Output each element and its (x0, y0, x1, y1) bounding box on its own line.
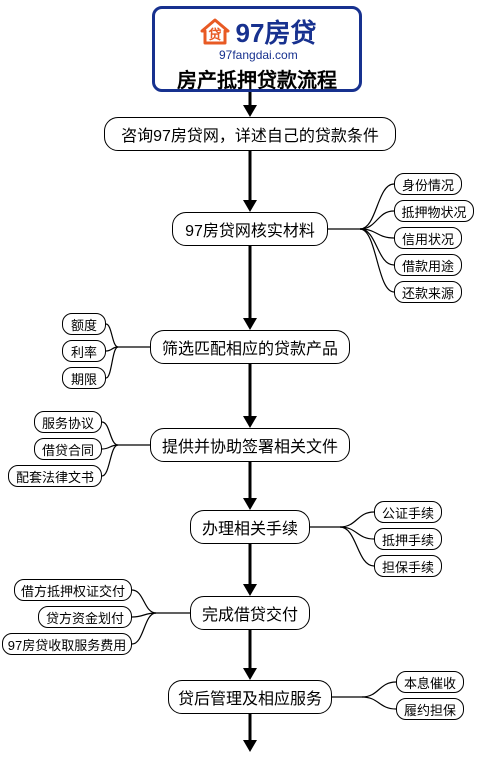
leaf-node: 信用状况 (394, 227, 462, 249)
leaf-node: 身份情况 (394, 173, 462, 195)
flow-node-label: 筛选匹配相应的贷款产品 (162, 335, 338, 359)
flow-node-n4: 提供并协助签署相关文件 (150, 428, 350, 462)
leaf-label: 抵押手续 (382, 530, 434, 549)
flow-node-label: 提供并协助签署相关文件 (162, 433, 338, 457)
leaf-node: 借款用途 (394, 254, 462, 276)
leaf-node: 担保手续 (374, 555, 442, 577)
leaf-label: 抵押物状况 (401, 202, 466, 221)
leaf-label: 额度 (71, 315, 97, 334)
leaf-label: 配套法律文书 (16, 467, 94, 486)
logo-brand-text: 97房贷 (236, 13, 317, 50)
leaf-label: 借贷合同 (42, 440, 94, 459)
leaf-node: 借贷合同 (34, 438, 102, 460)
house-icon: 贷 (198, 17, 232, 47)
leaf-node: 本息催收 (396, 671, 464, 693)
flow-node-n5: 办理相关手续 (190, 510, 310, 544)
leaf-node: 贷方资金划付 (38, 606, 132, 628)
leaf-node: 抵押物状况 (394, 200, 474, 222)
leaf-label: 服务协议 (42, 413, 94, 432)
flowchart-canvas: 贷 97房贷 97fangdai.com 房产抵押贷款流程 咨询97房贷网，详述… (0, 0, 500, 757)
logo-row: 贷 97房贷 (155, 13, 359, 50)
leaf-label: 信用状况 (402, 229, 454, 248)
leaf-node: 公证手续 (374, 501, 442, 523)
leaf-node: 额度 (62, 313, 106, 335)
flow-node-label: 咨询97房贷网，详述自己的贷款条件 (121, 122, 379, 146)
leaf-label: 公证手续 (382, 503, 434, 522)
leaf-node: 期限 (62, 367, 106, 389)
flow-node-n1: 咨询97房贷网，详述自己的贷款条件 (104, 117, 396, 151)
logo-url: 97fangdai.com (219, 48, 359, 62)
flow-node-label: 办理相关手续 (202, 515, 298, 539)
leaf-label: 利率 (71, 342, 97, 361)
leaf-node: 抵押手续 (374, 528, 442, 550)
leaf-node: 还款来源 (394, 281, 462, 303)
flowchart-title: 房产抵押贷款流程 (155, 64, 359, 93)
leaf-node: 服务协议 (34, 411, 102, 433)
flow-node-label: 完成借贷交付 (202, 601, 298, 625)
leaf-label: 借方抵押权证交付 (21, 581, 125, 600)
leaf-node: 履约担保 (396, 698, 464, 720)
leaf-label: 履约担保 (404, 700, 456, 719)
leaf-node: 配套法律文书 (8, 465, 102, 487)
flow-node-label: 贷后管理及相应服务 (178, 685, 322, 709)
leaf-node: 利率 (62, 340, 106, 362)
leaf-node: 借方抵押权证交付 (14, 579, 132, 601)
flow-node-n7: 贷后管理及相应服务 (168, 680, 332, 714)
leaf-label: 97房贷收取服务费用 (8, 635, 126, 654)
leaf-node: 97房贷收取服务费用 (2, 633, 132, 655)
leaf-label: 还款来源 (402, 283, 454, 302)
leaf-label: 期限 (71, 369, 97, 388)
flow-node-n3: 筛选匹配相应的贷款产品 (150, 330, 350, 364)
leaf-label: 身份情况 (402, 175, 454, 194)
flow-node-label: 97房贷网核实材料 (185, 217, 315, 241)
logo-header-box: 贷 97房贷 97fangdai.com 房产抵押贷款流程 (152, 6, 362, 92)
flow-node-n2: 97房贷网核实材料 (172, 212, 328, 246)
leaf-label: 本息催收 (404, 673, 456, 692)
leaf-label: 借款用途 (402, 256, 454, 275)
leaf-label: 担保手续 (382, 557, 434, 576)
flow-node-n6: 完成借贷交付 (190, 596, 310, 630)
svg-text:贷: 贷 (208, 27, 221, 42)
leaf-label: 贷方资金划付 (46, 608, 124, 627)
